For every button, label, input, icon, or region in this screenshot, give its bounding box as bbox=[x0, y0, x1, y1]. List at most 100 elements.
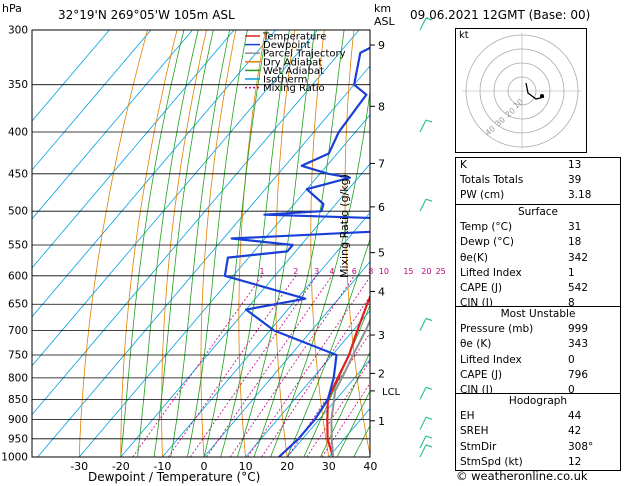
dry-adiabat-line bbox=[410, 30, 453, 457]
isotherm-line bbox=[32, 30, 152, 171]
index-value: 0 bbox=[568, 383, 575, 396]
index-label: StmSpd (kt) bbox=[460, 455, 523, 468]
pressure-tick-label: 650 bbox=[8, 299, 28, 311]
mixing-ratio-line bbox=[261, 295, 370, 457]
temperature-tick-label: 30 bbox=[322, 460, 336, 473]
pressure-tick-label: 700 bbox=[8, 325, 28, 337]
height-km-tick-label: 8 bbox=[378, 100, 385, 113]
table-row: Dewp (°C) 18 bbox=[456, 235, 620, 250]
height-km-tick-label: 6 bbox=[378, 201, 385, 214]
wind-barb-icon bbox=[419, 318, 427, 331]
isotherm-line bbox=[32, 30, 277, 318]
mixing-ratio-labels: 1 2 3 4 6 8 10 15 20 25 bbox=[260, 267, 446, 276]
pressure-tick-label: 900 bbox=[8, 414, 28, 426]
surface-table: Surface Temp (°C) 31 Dewp (°C) 18 θe(K) 342… bbox=[455, 204, 621, 313]
index-label: θe (K) bbox=[460, 338, 492, 351]
mixing-ratio-label: 2 bbox=[293, 267, 298, 276]
mixing-ratio-label: 15 bbox=[403, 267, 413, 276]
table-row: StmDir 308° bbox=[456, 440, 620, 455]
temperature-tick-label: -30 bbox=[70, 460, 88, 473]
isotherm-line bbox=[203, 261, 370, 457]
index-label: Lifted Index bbox=[460, 353, 522, 366]
height-km-tick-label: 1 bbox=[378, 415, 385, 428]
index-label: K bbox=[460, 159, 467, 171]
isotherm-line bbox=[32, 30, 193, 220]
temperature-tick-label: 20 bbox=[280, 460, 294, 473]
index-value: 542 bbox=[568, 281, 589, 294]
index-value: 3.18 bbox=[568, 189, 592, 202]
wind-barb-icon bbox=[419, 444, 427, 458]
height-km-tick-labels: 9 8 7 6 5 4 3 2 1 LCL bbox=[370, 39, 401, 428]
hodograph-panel: kt 10 20 30 40 bbox=[455, 28, 587, 153]
index-value: 999 bbox=[568, 323, 589, 336]
table-row: CAPE (J) 542 bbox=[456, 281, 620, 296]
pressure-tick-label: 400 bbox=[8, 127, 28, 139]
table-row: StmSpd (kt) 12 bbox=[456, 455, 620, 470]
height-km-tick-label: 7 bbox=[378, 157, 385, 170]
pressure-tick-label: 550 bbox=[8, 239, 28, 251]
index-label: EH bbox=[460, 410, 475, 423]
isotherm-line bbox=[162, 212, 370, 457]
mixing-ratio-label: 10 bbox=[379, 267, 389, 276]
legend-label: Wet Adiabat bbox=[263, 66, 324, 77]
most-unstable-table: Most Unstable Pressure (mb) 999 θe (K) 343… bbox=[455, 306, 621, 400]
temperature-tick-label: 0 bbox=[201, 460, 208, 473]
wind-barb-icon bbox=[419, 435, 427, 449]
table-row: Lifted Index 0 bbox=[456, 353, 620, 368]
index-label: CIN (J) bbox=[460, 383, 493, 396]
legend-label: Mixing Ratio bbox=[263, 83, 325, 94]
wind-barbs bbox=[419, 17, 433, 458]
index-label: θe(K) bbox=[460, 251, 488, 264]
temperature-line bbox=[326, 294, 370, 457]
wind-barb-flag-icon bbox=[425, 386, 433, 390]
table-row: PW (cm) 3.18 bbox=[456, 188, 620, 203]
wind-barb-flag-icon bbox=[425, 444, 433, 448]
table-row: θe (K) 343 bbox=[456, 337, 620, 352]
index-value: 796 bbox=[568, 368, 589, 381]
dry-adiabat-line bbox=[200, 30, 237, 457]
pressure-tick-label: 450 bbox=[8, 168, 28, 180]
table-row: CIN (J) 0 bbox=[456, 383, 620, 398]
index-label: PW (cm) bbox=[460, 189, 505, 202]
pressure-tick-label: 950 bbox=[8, 433, 28, 445]
temperature-tick-label: -20 bbox=[112, 460, 130, 473]
mixing-ratio-label: 6 bbox=[352, 267, 357, 276]
index-label: Dewp (°C) bbox=[460, 236, 514, 249]
isotherm-line bbox=[78, 114, 370, 457]
hodograph-unit-label: kt bbox=[459, 30, 469, 41]
asl-unit-label: ASL bbox=[374, 15, 395, 28]
mixing-ratio-label: 25 bbox=[436, 267, 446, 276]
dry-adiabat-line bbox=[78, 30, 148, 457]
index-label: Pressure (mb) bbox=[460, 323, 534, 336]
index-value: 39 bbox=[568, 174, 582, 187]
mixing-ratio-line bbox=[247, 276, 370, 457]
pressure-tick-label: 350 bbox=[8, 79, 28, 91]
index-value: 8 bbox=[568, 297, 575, 310]
temperature-tick-label: 10 bbox=[239, 460, 253, 473]
mixing-ratio-line bbox=[229, 275, 355, 457]
index-value: 0 bbox=[568, 353, 575, 366]
pressure-tick-label: 750 bbox=[8, 349, 28, 361]
table-row: CAPE (J) 796 bbox=[456, 368, 620, 383]
index-label: StmDir bbox=[460, 440, 497, 453]
isotherm-line bbox=[32, 30, 235, 269]
mixing-ratio-axis-title: Mixing Ratio (g/kg) bbox=[338, 174, 351, 278]
most-unstable-title: Most Unstable bbox=[500, 308, 576, 320]
hodograph-title: Hodograph bbox=[508, 395, 568, 407]
index-table-top: K 13 Totals Totals 39 PW (cm) 3.18 bbox=[455, 157, 621, 205]
isotherm-line bbox=[37, 65, 370, 457]
pressure-tick-label: 800 bbox=[8, 372, 28, 384]
wet-adiabat-line bbox=[120, 30, 185, 457]
table-row: K 13 bbox=[456, 158, 620, 173]
index-label: Totals Totals bbox=[460, 174, 524, 187]
legend-label: Temperature bbox=[262, 32, 326, 43]
mixing-ratio-label: 1 bbox=[260, 267, 265, 276]
index-value: 44 bbox=[568, 410, 582, 423]
isotherm-line bbox=[286, 358, 370, 457]
wet-adiabat-line bbox=[336, 390, 370, 457]
pressure-tick-label: 500 bbox=[8, 206, 28, 218]
wind-barb-icon bbox=[419, 119, 427, 133]
